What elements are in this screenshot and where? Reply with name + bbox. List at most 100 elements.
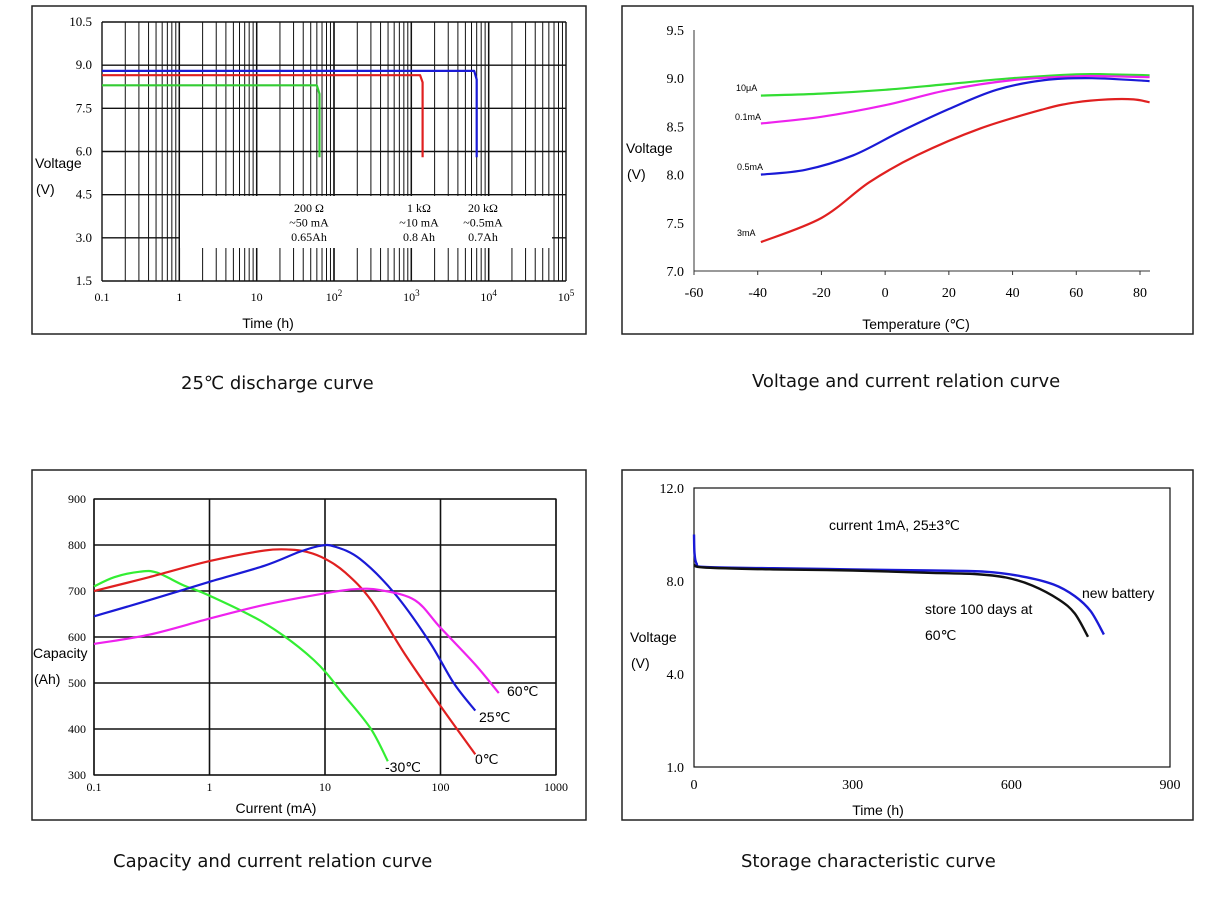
discharge-xtick-label: 104 bbox=[480, 288, 497, 304]
discharge-xtick-label: 1 bbox=[176, 290, 182, 304]
discharge-ytick-label: 4.5 bbox=[76, 187, 92, 202]
cap-xlabel: Current (mA) bbox=[236, 800, 317, 816]
sto-series-0 bbox=[692, 534, 1105, 636]
sto-series-label-0: new battery bbox=[1082, 585, 1154, 601]
vt-series-label-3: 3mA bbox=[737, 228, 756, 238]
discharge-annotation-2-line-0: 20 kΩ bbox=[468, 201, 498, 215]
cap-ytick-label: 300 bbox=[68, 768, 86, 782]
vt-xtick-label: 60 bbox=[1069, 286, 1083, 301]
discharge-annotation-2-line-1: ~0.5mA bbox=[463, 216, 503, 230]
vt-series-label-0: 10μA bbox=[736, 83, 757, 93]
discharge-ytick-label: 9.0 bbox=[76, 57, 92, 72]
discharge-ytick-label: 3.0 bbox=[76, 230, 92, 245]
vt-ytick-label: 8.0 bbox=[667, 169, 685, 184]
discharge-annotation-0-line-0: 200 Ω bbox=[294, 201, 324, 215]
vt-series-2 bbox=[760, 77, 1150, 176]
sto-ylabel-2: (V) bbox=[631, 655, 650, 671]
vt-ytick-label: 7.5 bbox=[667, 217, 685, 232]
discharge-xlabel: Time (h) bbox=[242, 315, 294, 331]
discharge-xtick-sup: 4 bbox=[492, 288, 497, 298]
discharge-ylabel-2: (V) bbox=[36, 181, 55, 197]
vt-ytick-label: 7.0 bbox=[667, 265, 685, 280]
cap-series-label-3: 60℃ bbox=[507, 683, 538, 699]
vt-xtick-label: 80 bbox=[1133, 286, 1147, 301]
cap-series-label-1: 0℃ bbox=[475, 751, 499, 767]
vt-xtick-label: -60 bbox=[685, 286, 704, 301]
discharge-annotation-1-line-1: ~10 mA bbox=[399, 216, 439, 230]
cap-xtick-label: 1 bbox=[207, 780, 213, 794]
vt-series-3 bbox=[760, 97, 1150, 244]
sto-series-1 bbox=[693, 563, 1090, 638]
discharge-plot: 1.5 3.0 4.5 6.0 7.5 9.0 10.5 200 Ω~50 mA0.65Ah 1… bbox=[69, 14, 575, 331]
vt-xtick-label: -20 bbox=[812, 286, 831, 301]
discharge-caption: 25℃ discharge curve bbox=[181, 373, 374, 394]
sto-ytick-label: 1.0 bbox=[667, 761, 685, 776]
vt-series-label-2: 0.5mA bbox=[737, 162, 763, 172]
discharge-xtick-label: 10 bbox=[251, 290, 263, 304]
discharge-ytick-label: 10.5 bbox=[69, 14, 92, 29]
discharge-xtick-label: 103 bbox=[403, 288, 420, 304]
cap-series-0 bbox=[93, 569, 389, 762]
discharge-annotation-1-line-0: 1 kΩ bbox=[407, 201, 431, 215]
sto-xtick-label: 900 bbox=[1160, 778, 1181, 793]
sto-ytick-label: 8.0 bbox=[667, 575, 685, 590]
capacity-current-frame bbox=[31, 469, 587, 821]
vt-axes bbox=[693, 30, 1150, 272]
discharge-xtick-sup: 3 bbox=[415, 288, 420, 298]
cap-series-label-2: 25℃ bbox=[479, 709, 510, 725]
discharge-ytick-label: 1.5 bbox=[76, 273, 92, 288]
voltage-temperature-plot: 7.0 7.5 8.0 8.5 9.0 9.5 -60 -40 -20 0 20 40 60 80 10μA… bbox=[667, 24, 1150, 332]
discharge-annotation-2-line-2: 0.7Ah bbox=[468, 230, 498, 244]
vt-xtick-label: 20 bbox=[942, 286, 956, 301]
discharge-annotation-1-line-2: 0.8 Ah bbox=[403, 230, 435, 244]
vt-xtick-label: -40 bbox=[748, 286, 767, 301]
vt-ylabel-2: (V) bbox=[627, 166, 646, 182]
cap-ytick-label: 800 bbox=[68, 538, 86, 552]
discharge-annotation-box bbox=[180, 196, 552, 248]
cap-ytick-label: 500 bbox=[68, 676, 86, 690]
discharge-ytick-label: 7.5 bbox=[76, 100, 92, 115]
discharge-frame bbox=[31, 5, 587, 335]
vt-xlabel: Temperature (℃) bbox=[862, 316, 970, 332]
cap-series-1 bbox=[93, 548, 477, 755]
sto-xtick-label: 300 bbox=[842, 778, 863, 793]
discharge-series-1 bbox=[102, 74, 424, 158]
discharge-xtick-label: 102 bbox=[326, 288, 343, 304]
vt-series-label-1: 0.1mA bbox=[735, 112, 761, 122]
sto-xtick-label: 600 bbox=[1001, 778, 1022, 793]
cap-xtick-label: 0.1 bbox=[87, 780, 102, 794]
capacity-current-caption: Capacity and current relation curve bbox=[113, 851, 433, 872]
voltage-temperature-frame bbox=[621, 5, 1194, 335]
cap-xtick-label: 100 bbox=[432, 780, 450, 794]
cap-series-3 bbox=[93, 587, 500, 694]
cap-xtick-label: 10 bbox=[319, 780, 331, 794]
sto-xlabel: Time (h) bbox=[852, 802, 904, 818]
cap-ytick-label: 400 bbox=[68, 722, 86, 736]
vt-ytick-label: 8.5 bbox=[667, 120, 685, 135]
cap-ylabel-1: Capacity bbox=[33, 645, 87, 661]
discharge-xtick-label: 105 bbox=[558, 288, 575, 304]
vt-ylabel-1: Voltage bbox=[626, 140, 673, 156]
discharge-series-2 bbox=[102, 69, 478, 158]
discharge-annotation-0-line-2: 0.65Ah bbox=[291, 230, 327, 244]
cap-ytick-label: 900 bbox=[68, 492, 86, 506]
sto-xtick-label: 0 bbox=[691, 778, 698, 793]
voltage-temperature-caption: Voltage and current relation curve bbox=[752, 371, 1061, 392]
cap-ylabel-2: (Ah) bbox=[34, 671, 60, 687]
sto-ytick-label: 4.0 bbox=[667, 668, 685, 683]
cap-ytick-label: 700 bbox=[68, 584, 86, 598]
discharge-ytick-label: 6.0 bbox=[76, 144, 92, 159]
vt-series-0 bbox=[760, 72, 1150, 97]
vt-ytick-label: 9.5 bbox=[667, 24, 685, 39]
capacity-current-plot: 300 400 500 600 700 800 900 0.1 1 10 100 1000 -30℃ 0℃… bbox=[68, 492, 568, 816]
cap-series-2 bbox=[93, 543, 477, 712]
sto-ylabel-1: Voltage bbox=[630, 629, 677, 645]
sto-series-label-1-line-0: store 100 days at bbox=[925, 601, 1033, 617]
cap-series-label-0: -30℃ bbox=[385, 759, 421, 775]
discharge-annotation-0-line-1: ~50 mA bbox=[289, 216, 329, 230]
vt-series-1 bbox=[760, 74, 1150, 125]
storage-plot: 1.0 4.0 8.0 12.0 0 300 600 900 new battery store … bbox=[660, 482, 1181, 818]
sto-ytick-label: 12.0 bbox=[660, 482, 685, 497]
